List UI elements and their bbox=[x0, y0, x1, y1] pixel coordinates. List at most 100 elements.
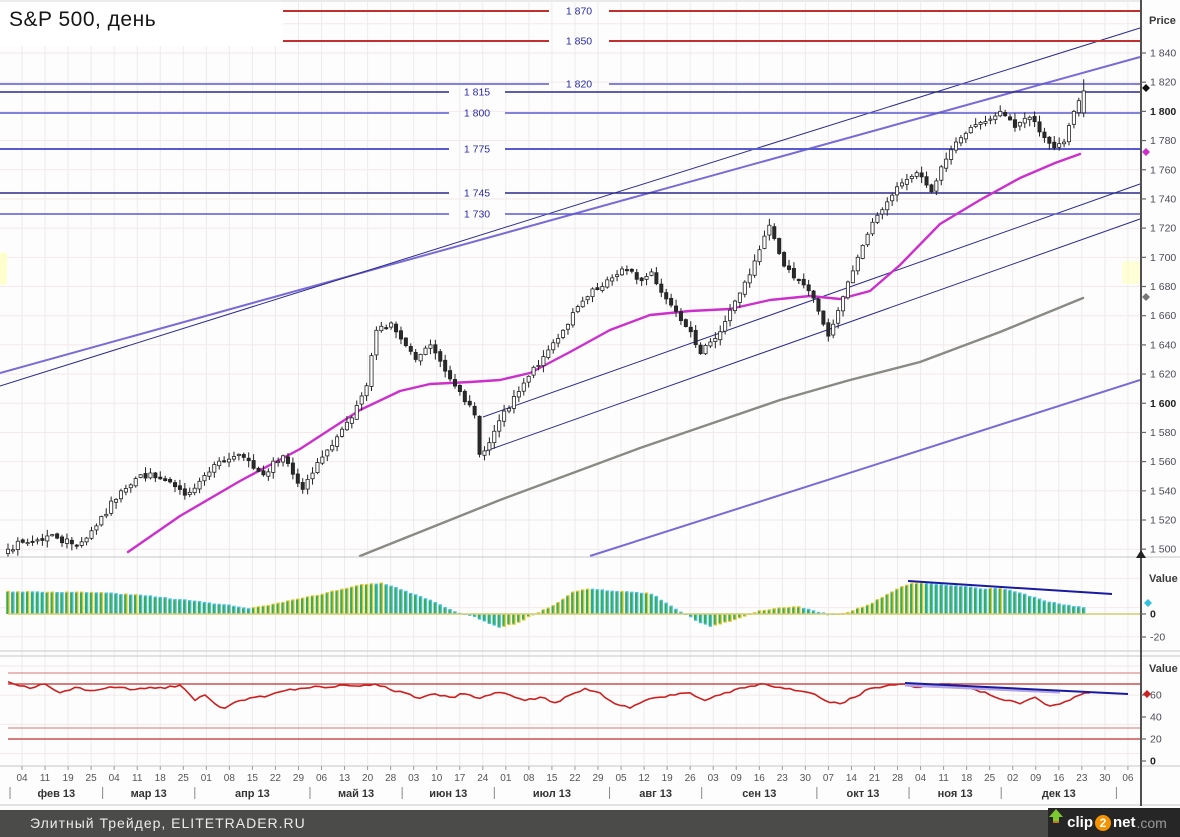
svg-text:окт 13: окт 13 bbox=[847, 788, 880, 800]
svg-text:08: 08 bbox=[224, 773, 236, 784]
svg-text:1 740: 1 740 bbox=[1150, 193, 1176, 205]
svg-text:20: 20 bbox=[1150, 734, 1162, 746]
ma-slow-diamond bbox=[1142, 293, 1150, 301]
svg-text:0: 0 bbox=[1150, 609, 1156, 621]
svg-text:24: 24 bbox=[477, 773, 489, 784]
ma-slow-gray bbox=[358, 296, 1085, 558]
svg-text:14: 14 bbox=[846, 773, 858, 784]
date-axis: 04 11 19 25 04 11 18 25 01 08 15 22 29 06 13 20 28 03 10 17… bbox=[9, 766, 1134, 800]
svg-text:10: 10 bbox=[431, 773, 443, 784]
svg-text:16: 16 bbox=[1053, 773, 1065, 784]
svg-text:1 680: 1 680 bbox=[1150, 281, 1176, 293]
svg-text:1 820: 1 820 bbox=[1150, 77, 1176, 89]
svg-text:1 660: 1 660 bbox=[1150, 310, 1176, 322]
svg-text:1 745: 1 745 bbox=[464, 188, 490, 200]
svg-text:04: 04 bbox=[16, 773, 28, 784]
svg-text:11: 11 bbox=[938, 773, 949, 784]
footer-credit: Элитный Трейдер, ELITETRADER.RU bbox=[30, 815, 306, 831]
svg-text:28: 28 bbox=[892, 773, 904, 784]
logo-two: 2 bbox=[1095, 814, 1111, 831]
svg-text:18: 18 bbox=[961, 773, 973, 784]
svg-text:19: 19 bbox=[63, 773, 75, 784]
svg-text:0: 0 bbox=[1150, 756, 1156, 768]
svg-text:04: 04 bbox=[915, 773, 927, 784]
svg-text:01: 01 bbox=[201, 773, 213, 784]
clip2net-logo[interactable]: clip 2 net .com bbox=[1048, 808, 1180, 837]
trend-channel-lines bbox=[0, 27, 1141, 557]
macd-axis-header: Value bbox=[1149, 573, 1178, 585]
svg-text:1 600: 1 600 bbox=[1150, 398, 1176, 410]
svg-text:18: 18 bbox=[155, 773, 167, 784]
svg-text:04: 04 bbox=[109, 773, 121, 784]
svg-text:1 500: 1 500 bbox=[1150, 544, 1176, 556]
svg-text:17: 17 bbox=[454, 773, 466, 784]
svg-text:май 13: май 13 bbox=[338, 788, 374, 800]
svg-text:11: 11 bbox=[132, 773, 143, 784]
svg-text:30: 30 bbox=[1099, 773, 1111, 784]
svg-text:-20: -20 bbox=[1150, 632, 1165, 644]
svg-text:1 820: 1 820 bbox=[566, 79, 592, 91]
svg-text:22: 22 bbox=[569, 773, 581, 784]
svg-text:1 775: 1 775 bbox=[464, 144, 490, 156]
last-price-diamond bbox=[1142, 84, 1150, 92]
rsi-panel bbox=[7, 672, 1140, 740]
svg-text:03: 03 bbox=[708, 773, 720, 784]
svg-text:28: 28 bbox=[385, 773, 397, 784]
price-axis: 1 840 1 820 1 800 1 780 1 760 1 740 1 720 1 700… bbox=[1141, 48, 1176, 556]
svg-text:09: 09 bbox=[1030, 773, 1042, 784]
svg-text:1 780: 1 780 bbox=[1150, 135, 1176, 147]
svg-text:16: 16 bbox=[754, 773, 766, 784]
svg-text:1 850: 1 850 bbox=[566, 36, 592, 48]
svg-text:29: 29 bbox=[592, 773, 604, 784]
chart-title: S&P 500, день bbox=[9, 8, 157, 31]
svg-text:22: 22 bbox=[270, 773, 282, 784]
svg-text:23: 23 bbox=[1076, 773, 1088, 784]
panel-frame bbox=[0, 0, 1180, 806]
svg-text:02: 02 bbox=[1007, 773, 1019, 784]
title-backdrop bbox=[0, 0, 283, 46]
svg-text:1 540: 1 540 bbox=[1150, 485, 1176, 497]
indicator-axes: 0 -20 60 40 20 0 bbox=[1141, 599, 1165, 768]
rsi-axis-header: Value bbox=[1149, 663, 1178, 675]
svg-text:дек 13: дек 13 bbox=[1042, 788, 1076, 800]
svg-text:07: 07 bbox=[823, 773, 835, 784]
svg-text:60: 60 bbox=[1150, 690, 1162, 702]
svg-text:сен 13: сен 13 bbox=[742, 788, 776, 800]
logo-net: net bbox=[1113, 814, 1136, 831]
svg-text:1 760: 1 760 bbox=[1150, 164, 1176, 176]
svg-text:авг 13: авг 13 bbox=[639, 788, 672, 800]
svg-text:1 870: 1 870 bbox=[566, 6, 592, 18]
svg-text:03: 03 bbox=[408, 773, 420, 784]
macd-histogram bbox=[6, 580, 1140, 628]
svg-text:15: 15 bbox=[247, 773, 259, 784]
footer-bar: Элитный Трейдер, ELITETRADER.RU clip 2 net… bbox=[0, 808, 1180, 837]
chart-canvas: 1 870 1 850 1 820 1 815 1 800 1 775 1 745 1 730… bbox=[0, 0, 1180, 806]
svg-text:05: 05 bbox=[615, 773, 627, 784]
svg-text:06: 06 bbox=[1122, 773, 1134, 784]
svg-text:25: 25 bbox=[984, 773, 996, 784]
svg-text:01: 01 bbox=[500, 773, 512, 784]
svg-text:23: 23 bbox=[777, 773, 789, 784]
svg-text:1 520: 1 520 bbox=[1150, 515, 1176, 527]
svg-text:июл 13: июл 13 bbox=[533, 788, 571, 800]
svg-text:ноя 13: ноя 13 bbox=[938, 788, 973, 800]
logo-clip: clip bbox=[1067, 814, 1093, 831]
svg-text:мар 13: мар 13 bbox=[131, 788, 167, 800]
svg-text:1 560: 1 560 bbox=[1150, 456, 1176, 468]
logo-com: .com bbox=[1136, 814, 1167, 831]
svg-text:1 840: 1 840 bbox=[1150, 48, 1176, 60]
candles-layer bbox=[6, 79, 1086, 558]
macd-value-diamond bbox=[1144, 599, 1152, 607]
svg-text:13: 13 bbox=[339, 773, 351, 784]
svg-text:08: 08 bbox=[523, 773, 535, 784]
svg-text:1 730: 1 730 bbox=[464, 209, 490, 221]
rsi-value-diamond bbox=[1143, 690, 1151, 698]
svg-text:11: 11 bbox=[40, 773, 51, 784]
svg-text:1 700: 1 700 bbox=[1150, 252, 1176, 264]
svg-text:25: 25 bbox=[86, 773, 98, 784]
svg-text:1 720: 1 720 bbox=[1150, 223, 1176, 235]
svg-text:26: 26 bbox=[685, 773, 697, 784]
svg-text:1 640: 1 640 bbox=[1150, 339, 1176, 351]
svg-text:21: 21 bbox=[869, 773, 881, 784]
